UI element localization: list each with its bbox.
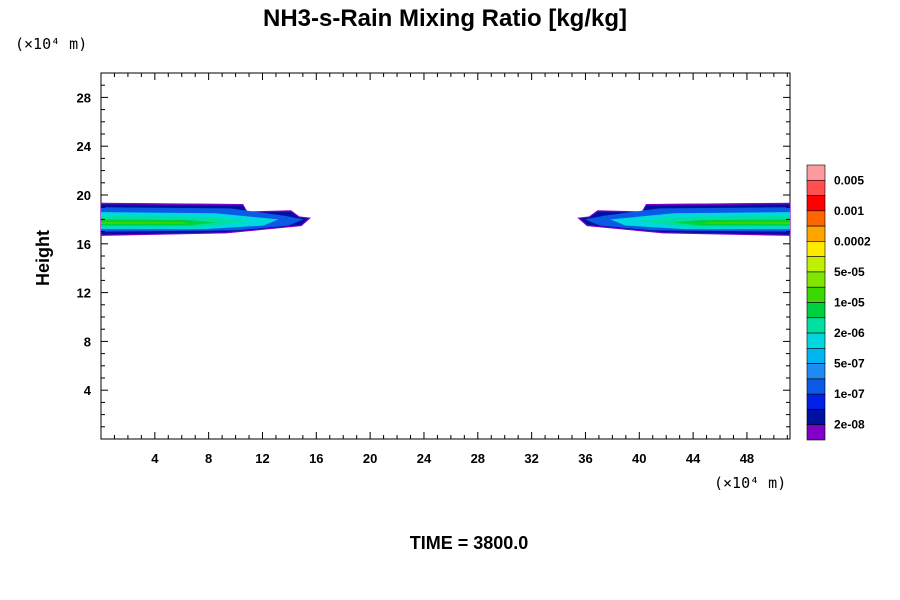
legend-swatch — [806, 225, 826, 242]
time-label: TIME = 3800.0 — [410, 533, 529, 553]
plume-layer-5e-05 — [101, 221, 189, 225]
x-tick-label: 44 — [686, 451, 701, 466]
right-plume — [577, 202, 791, 236]
plot-area — [100, 72, 791, 440]
legend-label: 1e-05 — [834, 296, 865, 310]
color-legend: 0.005 0.001 0.0002 5e-05 1e-05 2e-06 5e-07 1e-0… — [806, 164, 871, 441]
y-axis: 4 8 12 16 20 24 28 — [77, 84, 790, 428]
legend-label: 2e-06 — [834, 326, 865, 340]
legend-label: 5e-07 — [834, 357, 865, 371]
legend-label: 0.005 — [834, 173, 864, 187]
legend-swatch — [806, 241, 826, 257]
legend-swatch — [806, 409, 826, 426]
legend-swatch — [806, 179, 826, 196]
legend-label: 1e-07 — [834, 387, 865, 401]
y-axis-title: Height — [33, 230, 53, 286]
y-tick-label: 16 — [77, 237, 91, 252]
legend-swatch — [806, 286, 826, 303]
left-plume — [100, 202, 311, 236]
x-tick-label: 24 — [417, 451, 432, 466]
legend-swatch — [806, 317, 826, 334]
y-tick-label: 4 — [84, 383, 92, 398]
legend-swatch — [806, 378, 826, 395]
legend-swatch — [806, 393, 826, 410]
y-tick-label: 20 — [77, 188, 91, 203]
legend-swatch — [806, 164, 826, 181]
y-tick-label: 8 — [84, 334, 91, 349]
x-tick-label: 28 — [471, 451, 485, 466]
legend-swatch — [806, 424, 826, 441]
legend-swatch — [806, 195, 826, 212]
legend-swatch — [806, 256, 826, 273]
legend-label: 0.0002 — [834, 234, 871, 248]
plume-rim — [646, 202, 791, 206]
x-tick-label: 32 — [524, 451, 538, 466]
y-tick-label: 12 — [77, 286, 91, 301]
x-tick-label: 8 — [205, 451, 212, 466]
legend-swatch — [806, 332, 826, 349]
y-unit-label: (×10⁴ m) — [15, 35, 87, 53]
y-tick-label: 28 — [77, 90, 91, 105]
chart-title: NH3-s-Rain Mixing Ratio [kg/kg] — [263, 5, 627, 32]
legend-label: 2e-08 — [834, 418, 865, 432]
legend-swatch — [806, 363, 826, 380]
plume-layer-5e-05 — [701, 221, 790, 225]
x-tick-label: 48 — [740, 451, 754, 466]
x-unit-label: (×10⁴ m) — [714, 474, 786, 492]
legend-label: 5e-05 — [834, 265, 865, 279]
legend-swatch — [806, 271, 826, 288]
plot-frame — [100, 72, 791, 440]
x-tick-label: 4 — [151, 451, 159, 466]
legend-label: 0.001 — [834, 204, 864, 218]
x-axis: 4 8 12 16 20 24 28 32 36 40 44 48 — [113, 73, 788, 466]
x-tick-label: 20 — [363, 451, 377, 466]
x-tick-label: 40 — [632, 451, 646, 466]
legend-swatch — [806, 210, 826, 227]
y-tick-label: 24 — [77, 139, 92, 154]
plume-rim — [100, 202, 243, 206]
x-tick-label: 36 — [578, 451, 592, 466]
x-tick-label: 16 — [309, 451, 323, 466]
legend-swatch — [806, 302, 826, 319]
x-tick-label: 12 — [255, 451, 269, 466]
legend-swatch — [806, 348, 826, 364]
